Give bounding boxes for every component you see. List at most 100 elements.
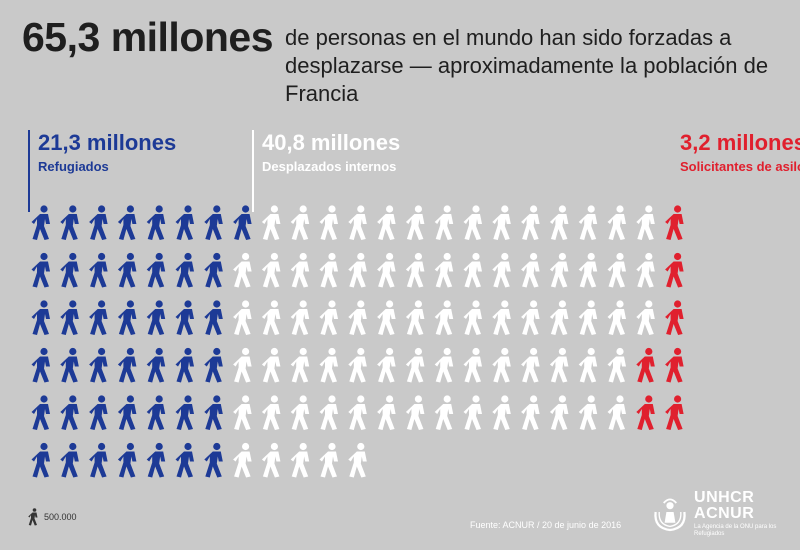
walking-person-icon: [175, 442, 194, 478]
walking-person-icon: [665, 252, 684, 288]
group-amount: 40,8 millones: [262, 130, 401, 155]
walking-person-icon: [146, 252, 166, 288]
walking-person-icon: [578, 395, 598, 430]
walking-person-icon: [319, 347, 338, 383]
walking-person-icon: [521, 252, 540, 288]
walking-person-icon: [31, 347, 50, 383]
walking-person-icon: [290, 205, 310, 240]
walking-person-icon: [463, 300, 482, 335]
walking-person-icon: [31, 252, 50, 288]
logo-subtitle: La Agencia de la ONU para los Refugiados: [694, 524, 777, 537]
walking-person-icon: [434, 347, 454, 383]
walking-person-icon: [607, 300, 626, 335]
walking-person-icon: [261, 205, 281, 240]
walking-person-icon: [665, 205, 684, 240]
walking-person-icon: [636, 347, 655, 383]
walking-person-icon: [607, 205, 626, 240]
walking-person-icon: [175, 205, 194, 240]
walking-person-icon: [463, 347, 482, 383]
walking-person-icon: [463, 205, 482, 240]
walking-person-icon: [204, 347, 223, 383]
walking-person-icon: [60, 347, 79, 383]
walking-person-icon: [377, 205, 396, 240]
group-asylum: 3,2 millones Solicitantes de asilo: [670, 130, 800, 212]
walking-person-icon: [405, 252, 425, 288]
walking-person-icon: [377, 252, 396, 288]
headline-text: de personas en el mundo han sido forzada…: [285, 25, 769, 106]
group-label: Solicitantes de asilo: [680, 159, 800, 174]
walking-person-icon: [89, 347, 108, 383]
walking-person-icon: [31, 300, 50, 335]
walking-person-icon: [261, 252, 281, 288]
walking-person-icon: [377, 395, 396, 430]
walking-person-icon: [607, 252, 626, 288]
walking-person-icon: [405, 395, 425, 430]
legend: 500.000: [28, 508, 77, 526]
walking-person-icon: [290, 395, 310, 430]
walking-person-icon: [377, 300, 396, 335]
walking-person-icon: [319, 205, 338, 240]
walking-person-icon: [636, 205, 655, 240]
walking-person-icon: [492, 347, 511, 383]
walking-person-icon: [261, 442, 281, 478]
walking-person-icon: [578, 252, 598, 288]
walking-person-icon: [261, 395, 281, 430]
walking-person-icon: [89, 205, 108, 240]
walking-person-icon: [348, 205, 367, 240]
walking-person-icon: [348, 347, 367, 383]
walking-person-icon: [290, 252, 310, 288]
walking-person-icon: [521, 395, 540, 430]
walking-person-icon: [60, 300, 79, 335]
walking-person-icon: [549, 252, 569, 288]
walking-person-icon: [521, 347, 540, 383]
walking-person-icon: [146, 395, 166, 430]
walking-person-icon: [549, 395, 569, 430]
group-amount: 3,2 millones: [680, 130, 800, 155]
logo-name: UNHCR: [694, 489, 755, 506]
logo-name-es: ACNUR: [694, 505, 755, 522]
walking-person-icon: [434, 252, 454, 288]
walking-person-icon: [175, 347, 194, 383]
walking-person-icon: [665, 300, 684, 335]
unhcr-emblem-icon: [654, 498, 686, 532]
walking-person-icon: [578, 347, 598, 383]
walking-person-icon: [89, 442, 108, 478]
walking-person-icon: [405, 205, 425, 240]
legend-value: 500.000: [44, 512, 77, 522]
walking-person-icon: [60, 252, 79, 288]
unhcr-logo: UNHCR ACNUR La Agencia de la ONU para lo…: [652, 490, 797, 542]
walking-person-icon: [204, 442, 223, 478]
walking-person-icon: [117, 347, 137, 383]
walking-person-icon: [204, 395, 223, 430]
walking-person-icon: [434, 300, 454, 335]
walking-person-icon: [549, 300, 569, 335]
walking-person-icon: [89, 395, 108, 430]
walking-person-icon: [60, 442, 79, 478]
walking-person-icon: [31, 395, 50, 430]
walking-person-icon: [290, 347, 310, 383]
walking-person-icon: [290, 442, 310, 478]
walking-person-icon: [117, 252, 137, 288]
walking-person-icon: [175, 300, 194, 335]
walking-person-icon: [117, 442, 137, 478]
walking-person-icon: [348, 252, 367, 288]
walking-person-icon: [146, 347, 166, 383]
group-label: Refugiados: [38, 159, 109, 174]
walking-person-icon: [175, 252, 194, 288]
walking-person-icon: [636, 395, 655, 430]
walking-person-icon: [89, 300, 108, 335]
walking-person-icon: [348, 300, 367, 335]
walking-person-icon: [549, 347, 569, 383]
walking-person-icon: [233, 442, 252, 478]
walking-person-icon: [377, 347, 396, 383]
walking-person-icon: [636, 300, 655, 335]
walking-person-icon: [117, 300, 137, 335]
walking-person-icon: [434, 205, 454, 240]
group-idp: 40,8 millones Desplazados internos: [252, 130, 400, 212]
walking-person-icon: [89, 252, 108, 288]
walking-person-icon: [28, 508, 38, 526]
walking-person-icon: [117, 205, 137, 240]
walking-person-icon: [665, 395, 684, 430]
walking-person-icon: [578, 300, 598, 335]
